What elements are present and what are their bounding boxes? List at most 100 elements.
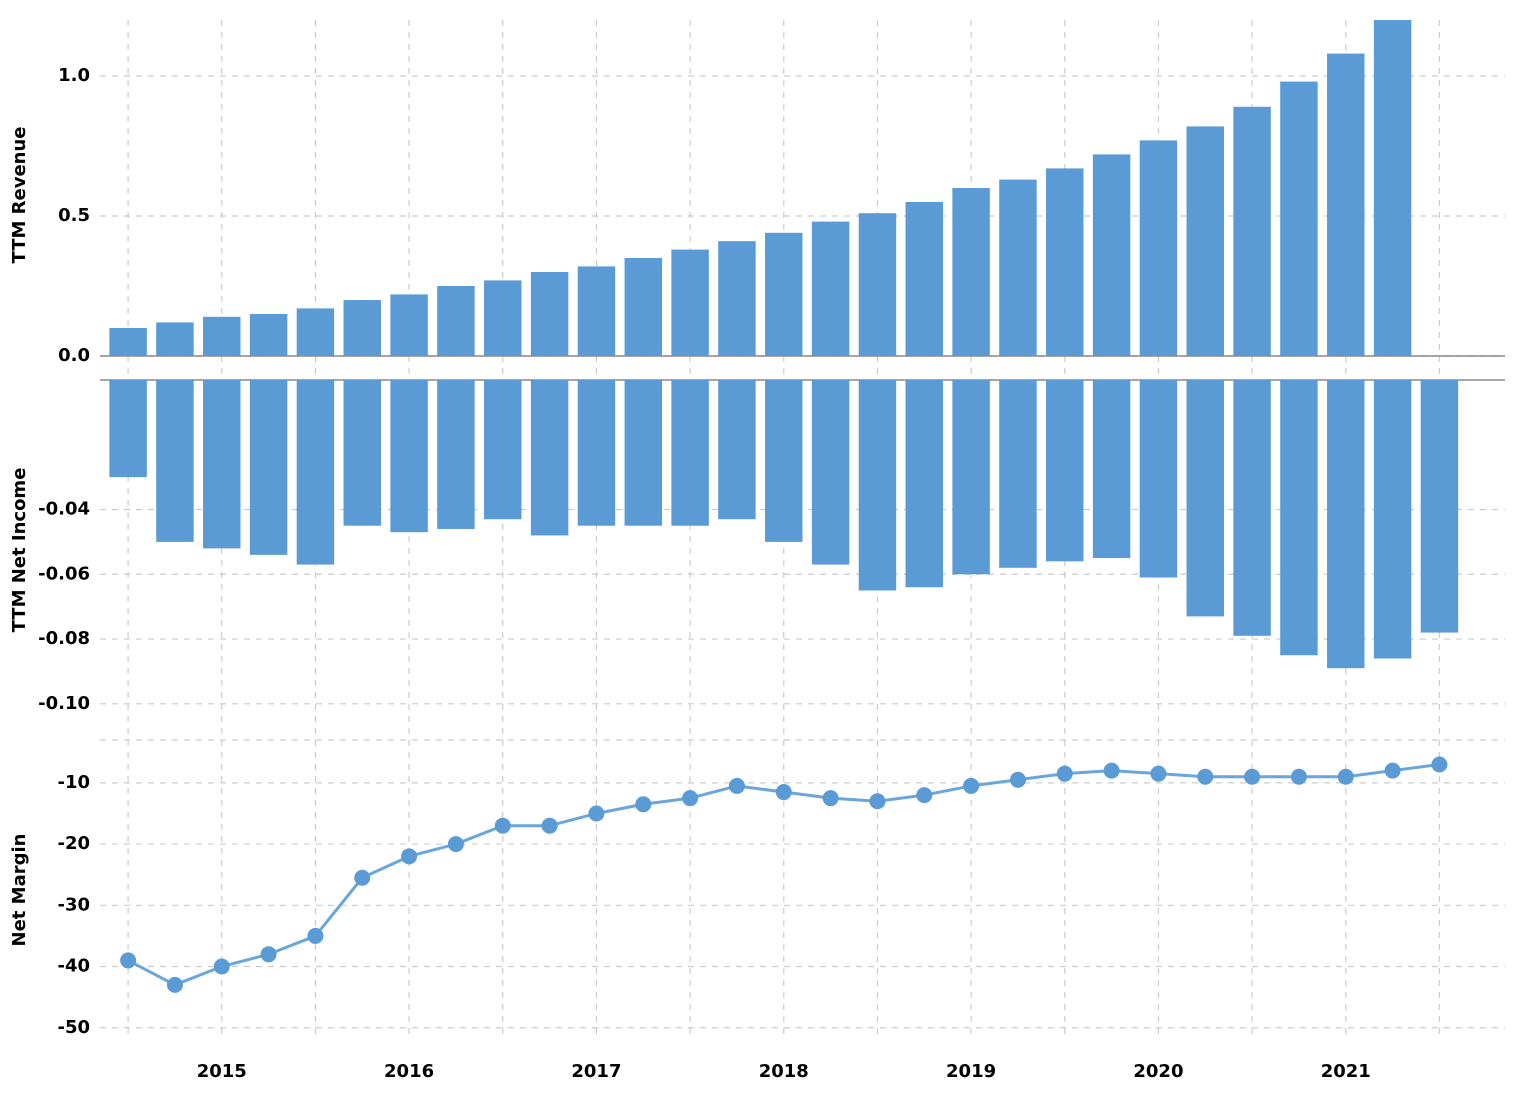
margin-marker [1338, 769, 1354, 785]
y-tick-label: -10 [57, 772, 90, 793]
x-tick-label: 2021 [1321, 1061, 1371, 1082]
revenue-bar [203, 317, 240, 356]
revenue-bar [671, 250, 708, 356]
y-tick-label: 0.0 [58, 345, 90, 366]
revenue-bar [906, 202, 943, 356]
netincome-bar [859, 380, 896, 590]
y-tick-label: 0.5 [58, 205, 90, 226]
margin-marker [401, 848, 417, 864]
netincome-bar [297, 380, 334, 565]
netincome-bar [625, 380, 662, 526]
revenue-bar [109, 328, 146, 356]
margin-marker [354, 870, 370, 886]
margin-marker [823, 790, 839, 806]
margin-marker [261, 946, 277, 962]
margin-marker [963, 778, 979, 794]
netincome-bar [1140, 380, 1177, 578]
x-tick-label: 2019 [946, 1061, 996, 1082]
netincome-bar [1421, 380, 1458, 633]
netincome-bar [109, 380, 146, 477]
margin-marker [448, 836, 464, 852]
y-axis-title: Net Margin [9, 834, 30, 947]
margin-marker [729, 778, 745, 794]
revenue-bar [344, 300, 381, 356]
netincome-bar [906, 380, 943, 587]
y-tick-label: -0.04 [38, 499, 90, 520]
revenue-bar [1093, 154, 1130, 356]
netincome-bar [1327, 380, 1364, 668]
financial-panels-chart: 0.0 0.5 1.0 TTM Revenue -0.04 -0.06 -0.08 -0.10… [0, 0, 1514, 1100]
y-tick-label: -50 [57, 1017, 90, 1038]
revenue-bar [437, 286, 474, 356]
revenue-bar [1280, 82, 1317, 356]
revenue-bar [952, 188, 989, 356]
netincome-bar [952, 380, 989, 574]
margin-marker [916, 787, 932, 803]
margin-marker [1104, 763, 1120, 779]
revenue-bar [859, 213, 896, 356]
revenue-bar [578, 266, 615, 356]
netincome-bar [999, 380, 1036, 568]
netincome-bar [1374, 380, 1411, 658]
revenue-bar [390, 294, 427, 356]
margin-marker [542, 818, 558, 834]
margin-marker [1431, 756, 1447, 772]
y-axis-title: TTM Revenue [9, 127, 30, 264]
netincome-bar [531, 380, 568, 535]
netincome-bar [1046, 380, 1083, 561]
margin-marker [588, 805, 604, 821]
netincome-bar [390, 380, 427, 532]
x-tick-label: 2018 [759, 1061, 809, 1082]
revenue-bar [999, 180, 1036, 356]
revenue-bar [1046, 168, 1083, 356]
netincome-bar [1187, 380, 1224, 616]
y-tick-label: -0.08 [38, 628, 90, 649]
revenue-bar [1327, 54, 1364, 356]
margin-marker [869, 793, 885, 809]
y-tick-label: -30 [57, 894, 90, 915]
margin-marker [1150, 766, 1166, 782]
netincome-bar [1280, 380, 1317, 655]
y-tick-label: 1.0 [58, 65, 90, 86]
netincome-bar [437, 380, 474, 529]
revenue-bar [1140, 140, 1177, 356]
netincome-bar [484, 380, 521, 519]
margin-marker [1010, 772, 1026, 788]
y-tick-label: -20 [57, 833, 90, 854]
x-tick-label: 2017 [571, 1061, 621, 1082]
margin-marker [776, 784, 792, 800]
netincome-bar [718, 380, 755, 519]
margin-marker [1244, 769, 1260, 785]
netincome-bar [671, 380, 708, 526]
netincome-bar [1093, 380, 1130, 558]
netincome-bar [578, 380, 615, 526]
margin-marker [307, 928, 323, 944]
margin-marker [120, 952, 136, 968]
margin-marker [1291, 769, 1307, 785]
margin-marker [214, 959, 230, 975]
margin-marker [1385, 763, 1401, 779]
margin-marker [635, 796, 651, 812]
margin-marker [1057, 766, 1073, 782]
revenue-bar [718, 241, 755, 356]
y-tick-label: -0.10 [38, 693, 90, 714]
x-tick-label: 2016 [384, 1061, 434, 1082]
revenue-bar [531, 272, 568, 356]
netincome-bar [765, 380, 802, 542]
y-axis-title: TTM Net Income [9, 468, 30, 633]
netincome-bar [344, 380, 381, 526]
revenue-bar [1374, 20, 1411, 356]
margin-marker [167, 977, 183, 993]
margin-marker [495, 818, 511, 834]
x-tick-label: 2020 [1133, 1061, 1183, 1082]
netincome-bar [812, 380, 849, 565]
netincome-bar [250, 380, 287, 555]
revenue-bar [156, 322, 193, 356]
revenue-bar [297, 308, 334, 356]
netincome-bar [156, 380, 193, 542]
netincome-bar [203, 380, 240, 548]
revenue-bar [625, 258, 662, 356]
revenue-bar [484, 280, 521, 356]
margin-marker [682, 790, 698, 806]
y-tick-label: -0.06 [38, 563, 90, 584]
